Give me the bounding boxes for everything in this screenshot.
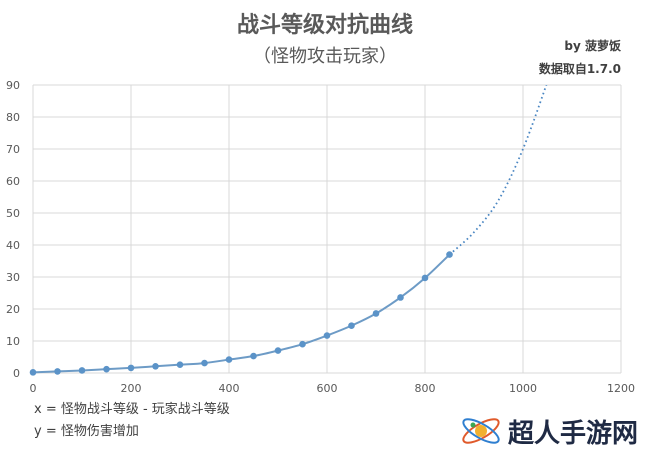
x-tick-label: 1200 (607, 382, 635, 395)
y-tick-label: 40 (6, 239, 20, 252)
x-tick-label: 200 (121, 382, 142, 395)
data-point (274, 347, 282, 354)
data-point (250, 352, 257, 360)
data-point (225, 356, 233, 363)
data-point (29, 369, 37, 376)
y-tick-label: 70 (6, 143, 20, 156)
y-tick-label: 50 (6, 207, 20, 220)
y-definition-note: y = 怪物伤害增加 (34, 423, 139, 439)
series-layer (29, 85, 548, 376)
data-point (372, 310, 380, 317)
gridlines (32, 84, 622, 374)
data-point (299, 340, 306, 348)
data-point (103, 365, 110, 373)
credit-source: 数据取自1.7.0 (539, 61, 621, 76)
y-tick-label: 0 (13, 367, 20, 380)
data-point (323, 332, 331, 339)
y-tick-label: 30 (6, 271, 20, 284)
data-point (201, 359, 208, 367)
data-point (54, 368, 61, 375)
chart-title: 战斗等级对抗曲线 (237, 12, 413, 38)
x-definition-note: x = 怪物战斗等级 - 玩家战斗等级 (34, 401, 230, 417)
x-tick-label: 1000 (509, 382, 537, 395)
y-tick-label: 80 (6, 111, 20, 124)
y-tick-label: 10 (6, 335, 20, 348)
data-point (446, 251, 453, 258)
chart-subtitle: （怪物攻击玩家） (253, 46, 397, 67)
x-tick-label: 800 (415, 382, 436, 395)
data-point (78, 367, 86, 374)
watermark-text: 超人手游网 (508, 419, 638, 449)
data-point (348, 322, 355, 329)
trend-line (448, 85, 548, 256)
y-tick-label: 90 (6, 79, 20, 92)
watermark-logo-icon (462, 418, 500, 444)
tick-labels: 0 10 20 30 40 50 60 70 80 90 0 200 400 600 800 1000 1200 (6, 79, 635, 395)
y-tick-label: 20 (6, 303, 20, 316)
series-line (32, 253, 451, 374)
x-tick-label: 0 (30, 382, 37, 395)
x-tick-label: 400 (219, 382, 240, 395)
x-tick-label: 600 (317, 382, 338, 395)
data-point (127, 364, 135, 372)
data-point (152, 362, 159, 370)
y-tick-label: 60 (6, 175, 20, 188)
credit-author: by 菠萝饭 (564, 38, 621, 53)
data-point (421, 274, 429, 282)
data-point (397, 294, 404, 301)
watermark: 超人手游网 (462, 418, 638, 449)
data-point (176, 361, 184, 368)
